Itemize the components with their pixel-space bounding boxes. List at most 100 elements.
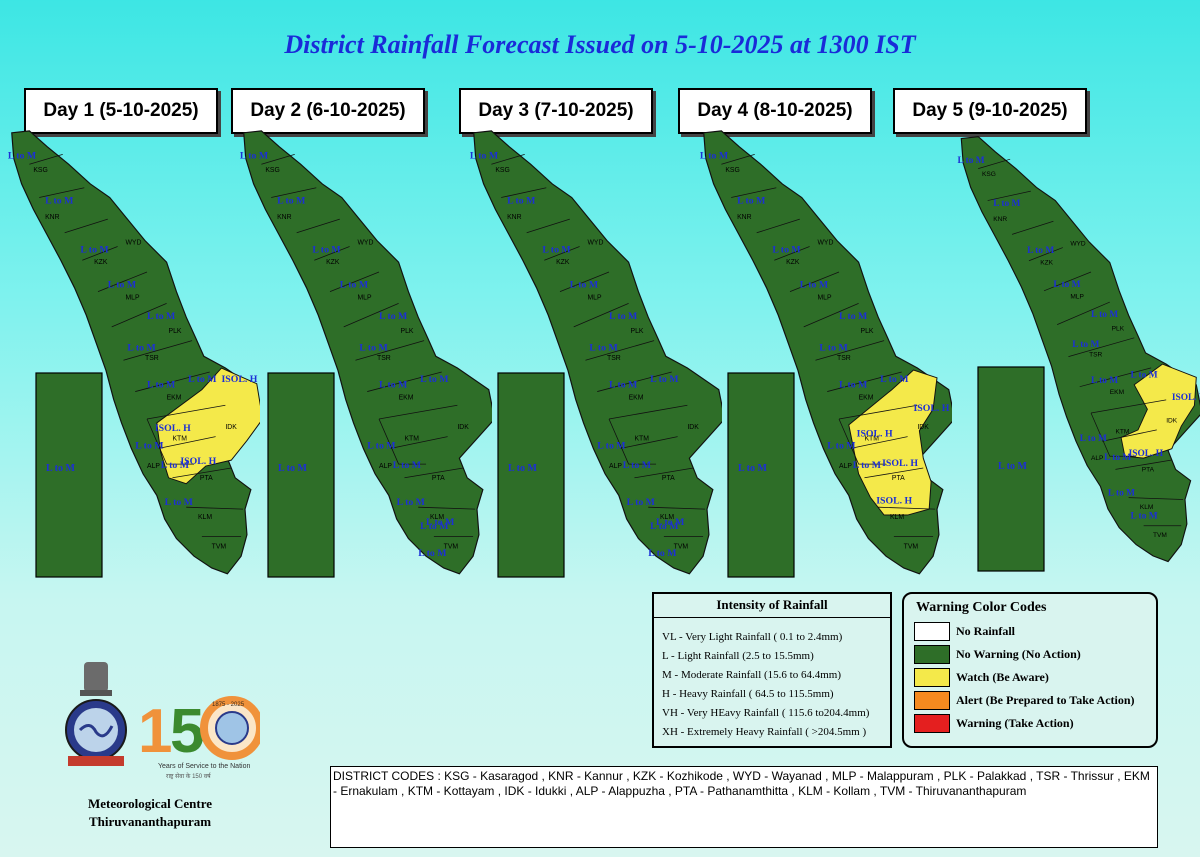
district-boundary <box>146 418 195 465</box>
district-code-klm: KLM <box>1140 504 1154 511</box>
forecast-label: L to M <box>470 150 498 161</box>
district-boundary <box>573 302 629 328</box>
district-boundary <box>731 187 777 198</box>
isolated-heavy-label: ISOL. H <box>1129 449 1164 459</box>
district-code-alp: ALP <box>609 463 622 470</box>
district-boundary <box>404 467 464 479</box>
forecast-label: L to M <box>623 460 651 471</box>
forecast-label: L to M <box>542 244 570 255</box>
imd-150-years-logo: 1 5 1875 - 2025 Years of Service to the … <box>136 690 264 789</box>
district-boundary <box>1043 271 1092 292</box>
district-code-tsr: TSR <box>377 355 391 362</box>
district-code-tsr: TSR <box>1089 352 1102 359</box>
forecast-label: L to M <box>627 497 655 508</box>
forecast-label: L to M <box>609 311 637 322</box>
forecast-label: L to M <box>819 342 847 353</box>
district-code-klm: KLM <box>198 514 212 521</box>
forecast-label: L to M <box>1104 453 1131 463</box>
district-code-kzk: KZK <box>326 259 340 266</box>
watch-zone <box>848 369 938 516</box>
forecast-label: L to M <box>367 440 395 451</box>
isolated-heavy-label: ISOL. H <box>913 403 949 414</box>
district-code-ksg: KSG <box>265 167 280 174</box>
district-code-pta: PTA <box>432 475 445 482</box>
district-code-mlp: MLP <box>817 294 832 301</box>
district-boundary <box>774 246 810 261</box>
forecast-label: L to M <box>1027 246 1054 256</box>
warning-label: Warning (Take Action) <box>956 716 1074 730</box>
forecast-label: L to M <box>1091 376 1118 386</box>
forecast-label: L to M <box>648 548 676 559</box>
district-code-wyd: WYD <box>125 240 141 247</box>
warning-label: No Warning (No Action) <box>956 647 1081 661</box>
map-panel-day-3: L to M KSG KNR WYD KZK MLP PLK TSR EKM IDK KTM ALP P… <box>462 125 722 585</box>
lakshadweep-box <box>497 372 565 578</box>
forecast-label: L to M <box>1053 280 1080 290</box>
district-code-tvm: TVM <box>1153 532 1167 539</box>
forecast-label: L to M <box>958 156 985 166</box>
district-boundary <box>29 154 63 165</box>
warning-label: Alert (Be Prepared to Take Action) <box>956 693 1135 707</box>
forecast-label: L to M <box>188 374 216 385</box>
forecast-label: L to M <box>700 150 728 161</box>
district-codes-box: DISTRICT CODES : KSG - Kasaragod , KNR -… <box>330 766 1158 848</box>
lakshadweep-label: L to M <box>508 463 537 474</box>
kerala-map-day-3: L to M KSG KNR WYD KZK MLP PLK TSR EKM IDK KTM ALP P… <box>470 130 722 578</box>
district-code-ktm: KTM <box>634 436 649 443</box>
district-boundary <box>815 340 885 361</box>
district-boundary <box>82 246 118 261</box>
kerala-state-shape <box>243 130 492 575</box>
swatch-no-rainfall <box>914 622 950 641</box>
district-boundary <box>355 340 425 361</box>
district-code-ekm: EKM <box>629 394 644 401</box>
forecast-label: L to M <box>161 460 189 471</box>
district-boundary <box>158 436 216 449</box>
warning-label: No Rainfall <box>956 624 1016 638</box>
page-title: District Rainfall Forecast Issued on 5-1… <box>284 30 916 59</box>
logo-years-range: 1875 - 2025 <box>212 702 245 708</box>
forecast-label: L to M <box>1108 489 1135 499</box>
district-code-tsr: TSR <box>837 355 851 362</box>
forecast-label: L to M <box>397 497 425 508</box>
day-4-header: Day 4 (8-10-2025) <box>678 88 872 134</box>
forecast-label: L to M <box>570 280 598 291</box>
district-code-kzk: KZK <box>1040 259 1053 266</box>
district-code-ksg: KSG <box>982 171 996 178</box>
district-boundary <box>585 340 655 361</box>
district-code-wyd: WYD <box>587 240 603 247</box>
kerala-map-day-2: L to M KSG KNR WYD KZK MLP PLK TSR EKM IDK KTM ALP P… <box>240 130 492 578</box>
district-code-mlp: MLP <box>1070 293 1084 300</box>
district-code-pta: PTA <box>200 475 213 482</box>
forecast-label: L to M <box>597 440 625 451</box>
district-code-kzk: KZK <box>556 259 570 266</box>
intensity-row: VL - Very Light Rainfall ( 0.1 to 2.4mm) <box>662 631 843 643</box>
district-boundary <box>123 340 193 361</box>
district-code-idk: IDK <box>1166 417 1178 424</box>
forecast-label: L to M <box>737 195 765 206</box>
forecast-label: L to M <box>880 374 908 385</box>
watch-zone <box>1120 363 1197 459</box>
district-code-plk: PLK <box>631 328 644 335</box>
district-boundary <box>1090 399 1167 414</box>
isolated-heavy-label: ISOL. H <box>155 423 191 434</box>
district-boundary <box>987 190 1031 201</box>
lakshadweep-box <box>727 372 795 578</box>
district-boundary <box>271 187 317 198</box>
swatch-no-warning <box>914 645 950 664</box>
district-code-knr: KNR <box>507 214 522 221</box>
district-code-pta: PTA <box>1142 466 1155 473</box>
district-boundary <box>329 271 380 292</box>
forecast-label: L to M <box>426 517 454 528</box>
logo-years-text: Years of Service to the Nation <box>158 763 250 770</box>
district-code-ktm: KTM <box>172 436 187 443</box>
forecast-label: L to M <box>800 280 828 291</box>
district-code-knr: KNR <box>737 214 752 221</box>
district-code-ekm: EKM <box>1110 389 1124 396</box>
day-5-header: Day 5 (9-10-2025) <box>893 88 1087 134</box>
logo-150-digit-5: 5 <box>170 697 204 766</box>
warning-row-alert: Alert (Be Prepared to Take Action) <box>904 689 1156 712</box>
forecast-label: L to M <box>1091 310 1118 320</box>
district-code-wyd: WYD <box>817 240 833 247</box>
district-code-kzk: KZK <box>94 259 108 266</box>
district-boundary <box>172 467 232 479</box>
